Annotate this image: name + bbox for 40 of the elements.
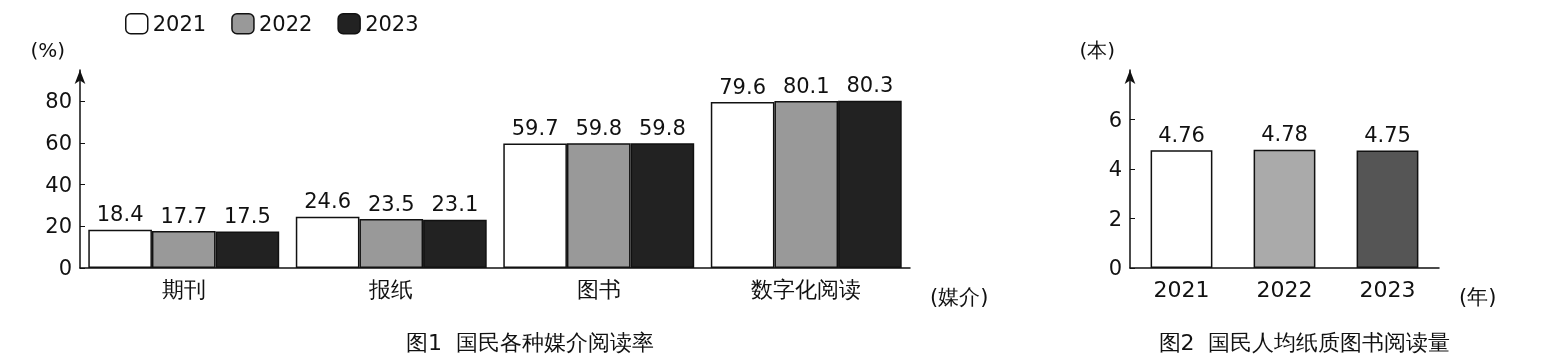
y-tick-label: 0 <box>58 256 72 280</box>
legend-label: 2023 <box>365 11 419 36</box>
x-tick-label: 期刊 <box>161 276 206 302</box>
data-label: 4.75 <box>1364 122 1411 147</box>
data-label: 59.7 <box>511 116 559 141</box>
data-label: 79.6 <box>719 74 766 99</box>
y-tick-label: 20 <box>45 214 72 239</box>
text: 图2 国民人均纸质图书阅读量 <box>1158 329 1451 355</box>
y-tick-label: 2 <box>1108 206 1122 231</box>
legend-label: 2022 <box>258 11 313 36</box>
x-tick-label: 报纸 <box>368 276 414 302</box>
data-label: 24.6 <box>304 189 351 214</box>
y-tick-label: 40 <box>45 172 72 197</box>
y-tick-label: 60 <box>45 130 72 155</box>
x-tick-label: 数字化阅读 <box>751 276 862 302</box>
y-tick-label: 6 <box>1108 107 1122 132</box>
y-axis-title: (本) <box>1079 38 1115 62</box>
x-tick-label: 2021 <box>1153 276 1210 302</box>
x-tick-label: 图书 <box>576 276 621 302</box>
y-tick-label: 0 <box>1108 256 1122 280</box>
x-axis-title: (年) <box>1459 284 1497 309</box>
y-axis-title: (%) <box>30 38 65 62</box>
data-label: 59.8 <box>639 115 686 140</box>
x-tick-label: 2022 <box>1256 276 1313 302</box>
data-label: 17.5 <box>224 204 271 229</box>
data-label: 59.8 <box>575 115 623 140</box>
x-tick-label: 2023 <box>1359 276 1416 302</box>
data-label: 23.5 <box>367 191 415 216</box>
legend-label: 2021 <box>152 11 207 36</box>
data-label: 4.76 <box>1158 122 1205 147</box>
data-label: 17.7 <box>160 203 208 228</box>
data-label: 18.4 <box>96 202 144 227</box>
data-label: 80.3 <box>846 73 894 98</box>
data-label: 4.78 <box>1261 122 1308 147</box>
y-tick-label: 4 <box>1108 157 1122 181</box>
x-axis-title: (媒介) <box>930 284 989 309</box>
y-tick-label: 80 <box>45 89 72 114</box>
data-label: 23.1 <box>431 192 479 217</box>
text: 图1 国民各种媒介阅读率 <box>406 329 654 355</box>
data-label: 80.1 <box>782 73 830 98</box>
